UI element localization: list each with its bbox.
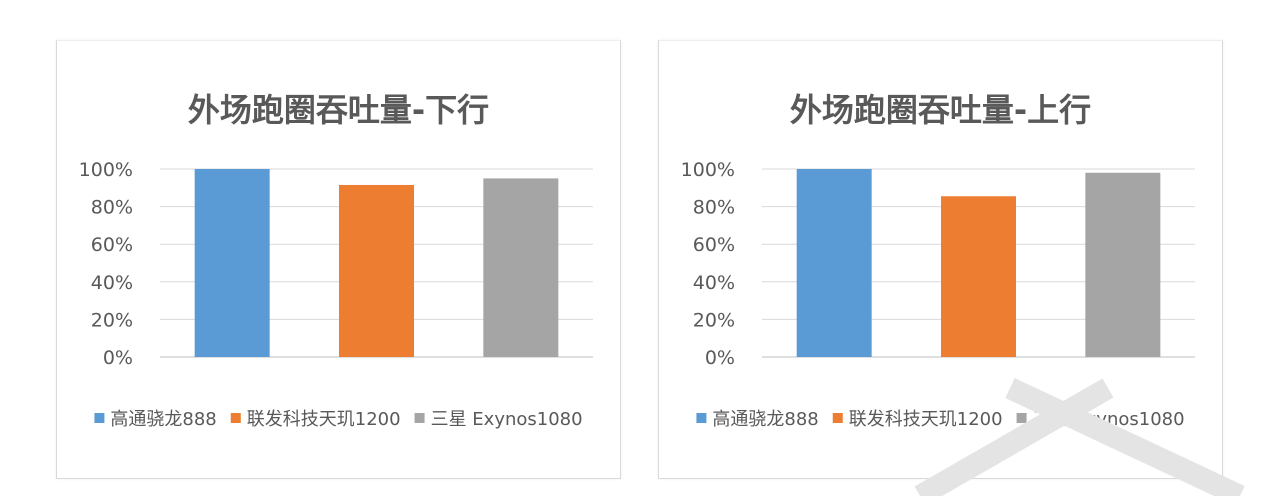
chart-downlink: 外场跑圈吞吐量-下行 0% 20% 40% 60% 80% 100% 高通骁龙888 联发科技天… [79, 91, 593, 430]
chart-panel-uplink: 外场跑圈吞吐量-上行 0% 20% 40% 60% 80% 100% 高通骁龙888 联发科技天… [658, 40, 1223, 479]
legend-item: 联发科技天玑1200 [230, 409, 401, 430]
y-tick-label: 80% [91, 197, 133, 219]
y-tick-label: 20% [693, 309, 735, 331]
legend-label: 高通骁龙888 [712, 409, 818, 430]
legend-label: 三星 Exynos1080 [1033, 409, 1185, 430]
y-tick-label: 40% [91, 272, 133, 294]
legend-swatch [1016, 413, 1027, 423]
legend-swatch [94, 413, 105, 423]
y-tick-label: 100% [681, 159, 735, 181]
legend-item: 三星 Exynos1080 [414, 409, 583, 430]
legend-label: 联发科技天玑1200 [247, 409, 401, 430]
bar [194, 169, 270, 357]
bar [941, 196, 1016, 357]
legend-item: 联发科技天玑1200 [832, 409, 1003, 430]
bar [483, 178, 559, 357]
legend-item: 高通骁龙888 [94, 409, 217, 430]
y-tick-label: 100% [79, 159, 133, 181]
y-tick-label: 20% [91, 309, 133, 331]
legend-swatch [414, 413, 425, 423]
chart-title: 外场跑圈吞吐量-下行 [188, 91, 489, 129]
legend-swatch [230, 413, 241, 423]
y-tick-label: 0% [705, 347, 735, 369]
legend-swatch [696, 413, 707, 423]
y-tick-label: 40% [693, 272, 735, 294]
y-tick-label: 60% [91, 234, 133, 256]
bar [796, 169, 872, 357]
legend-label: 联发科技天玑1200 [849, 409, 1003, 430]
bar [339, 184, 414, 357]
legend-label: 高通骁龙888 [110, 409, 216, 430]
legend-label: 三星 Exynos1080 [431, 409, 583, 430]
legend-item: 三星 Exynos1080 [1016, 409, 1185, 430]
chart-uplink: 外场跑圈吞吐量-上行 0% 20% 40% 60% 80% 100% 高通骁龙888 联发科技天… [681, 91, 1195, 430]
y-tick-label: 80% [693, 197, 735, 219]
y-tick-label: 60% [693, 234, 735, 256]
legend-swatch [832, 413, 843, 423]
legend-item: 高通骁龙888 [696, 409, 819, 430]
bar [1085, 172, 1161, 357]
chart-panel-downlink: 外场跑圈吞吐量-下行 0% 20% 40% 60% 80% 100% 高通骁龙888 联发科技天… [56, 40, 621, 479]
y-tick-label: 0% [103, 347, 133, 369]
chart-title: 外场跑圈吞吐量-上行 [790, 91, 1091, 129]
